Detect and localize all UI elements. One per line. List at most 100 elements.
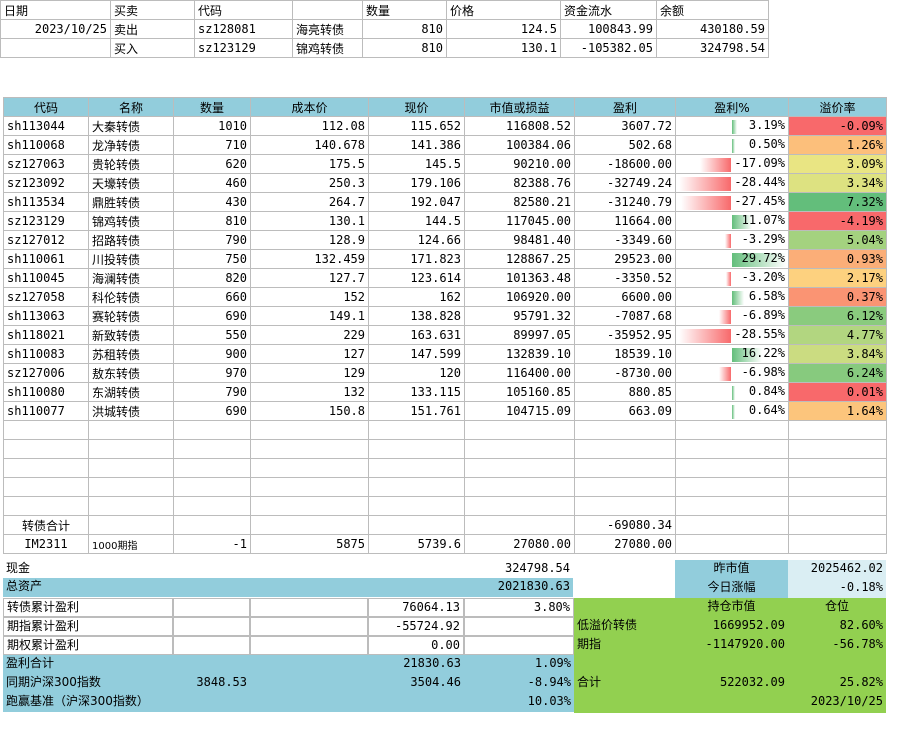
holding-price: 171.823 [368, 249, 465, 269]
col-date: 日期 [0, 0, 111, 20]
prev-value: 2025462.02 [788, 560, 886, 579]
holding-price: 133.115 [368, 382, 465, 402]
holding-profit-pct: 0.84% [748, 383, 785, 398]
holding-qty: 550 [173, 325, 251, 345]
holding-name: 苏租转债 [88, 344, 174, 364]
blank-cell [250, 515, 369, 535]
holding-profit-pct-cell: 29.72% [675, 249, 789, 269]
holding-premium: 1.64% [788, 401, 887, 421]
trade-header-row: 日期 买卖 代码 数量 价格 资金流水 余额 [0, 0, 769, 20]
holding-profit-pct-cell: -28.44% [675, 173, 789, 193]
holding-profit: 663.09 [574, 401, 676, 421]
holding-profit-pct-cell: -28.55% [675, 325, 789, 345]
hcol-cost: 成本价 [250, 97, 369, 117]
profit-total-pct: 1.09% [534, 656, 571, 670]
holding-value: 104715.09 [464, 401, 575, 421]
blank-cell [788, 439, 887, 459]
holding-cost: 130.1 [250, 211, 369, 231]
holding-premium: 0.01% [788, 382, 887, 402]
holding-profit-pct: -6.98% [741, 364, 785, 379]
holding-name: 川投转债 [88, 249, 174, 269]
bond-profit-spacer [250, 598, 368, 617]
holding-profit-pct: -6.89% [741, 307, 785, 322]
futures-value: -1147920.00 [705, 637, 785, 651]
holding-qty: 430 [173, 192, 251, 212]
holding-value: 98481.40 [464, 230, 575, 250]
hcol-qty: 数量 [173, 97, 251, 117]
fut-profit-label: 期指累计盈利 [3, 617, 173, 636]
holding-profit-pct: 3.19% [748, 117, 785, 132]
holding-value: 82388.76 [464, 173, 575, 193]
holding-qty: 710 [173, 135, 251, 155]
bond-total-label: 转债合计 [3, 515, 89, 535]
blank-cell [464, 458, 575, 478]
holding-premium: 3.34% [788, 173, 887, 193]
total-assets-value: 2021830.63 [497, 579, 570, 593]
holding-code: sz127006 [3, 363, 89, 383]
holding-profit-pct: -28.55% [734, 326, 785, 341]
holding-premium: 3.84% [788, 344, 887, 364]
profit-pct-bar [731, 119, 738, 134]
trade-qty: 810 [362, 38, 447, 58]
blank-cell [368, 477, 465, 497]
blank-cell [788, 496, 887, 516]
holding-price: 163.631 [368, 325, 465, 345]
holding-premium: 3.09% [788, 154, 887, 174]
holding-profit-pct-cell: -27.45% [675, 192, 789, 212]
holding-profit-pct: 0.50% [748, 136, 785, 151]
holding-name: 洪城转债 [88, 401, 174, 421]
profit-pct-bar [731, 347, 762, 362]
blank-cell [88, 496, 174, 516]
profit-pct-bar [731, 138, 735, 153]
holding-premium: 4.77% [788, 325, 887, 345]
total-pos: 25.82% [839, 675, 883, 689]
profit-pct-bar [718, 309, 732, 324]
col-balance: 余额 [656, 0, 769, 20]
holding-name: 新致转债 [88, 325, 174, 345]
holding-price: 141.386 [368, 135, 465, 155]
holding-value: 116808.52 [464, 116, 575, 136]
holding-name: 科伦转债 [88, 287, 174, 307]
col-qty: 数量 [362, 0, 447, 20]
blank-cell [788, 420, 887, 440]
blank-cell [788, 515, 887, 535]
bond-total-profit: -69080.34 [574, 515, 676, 535]
opt-profit-spacer [250, 636, 368, 655]
blank-row [3, 496, 887, 516]
holding-profit-pct-cell: -17.09% [675, 154, 789, 174]
holding-value: 90210.00 [464, 154, 575, 174]
holding-profit-pct-cell: 11.07% [675, 211, 789, 231]
holding-price: 124.66 [368, 230, 465, 250]
holding-row: sh110077 洪城转债 690 150.8 151.761 104715.09 663.… [3, 401, 887, 421]
holding-profit-pct: -3.20% [741, 269, 785, 284]
holding-code: sh110080 [3, 382, 89, 402]
holding-code: sh110045 [3, 268, 89, 288]
blank-cell [788, 458, 887, 478]
blank-cell [173, 420, 251, 440]
holding-value: 116400.00 [464, 363, 575, 383]
col-name [292, 0, 363, 20]
holding-profit-pct-cell: 0.84% [675, 382, 789, 402]
holding-code: sh113534 [3, 192, 89, 212]
opt-profit-spacer [173, 636, 250, 655]
holdings-header-row: 代码 名称 数量 成本价 现价 市值或损益 盈利 盈利% 溢价率 [3, 97, 887, 117]
futures-value: 27080.00 [464, 534, 575, 554]
fut-profit-spacer [464, 617, 574, 636]
holding-profit-pct-cell: 0.50% [675, 135, 789, 155]
holding-profit-pct: 6.58% [748, 288, 785, 303]
holding-name: 锦鸡转债 [88, 211, 174, 231]
blank-cell [3, 496, 89, 516]
blank-cell [3, 477, 89, 497]
low-premium-label: 低溢价转债 [577, 618, 638, 632]
holding-profit-pct: -3.29% [741, 231, 785, 246]
holding-profit-pct: -28.44% [734, 174, 785, 189]
holding-name: 龙净转债 [88, 135, 174, 155]
blank-cell [368, 420, 465, 440]
holding-profit: -3349.60 [574, 230, 676, 250]
holding-premium: 0.93% [788, 249, 887, 269]
holding-row: sz127006 敖东转债 970 129 120 116400.00 -8730.00 -6… [3, 363, 887, 383]
trade-date [0, 38, 111, 58]
trade-flow: 100843.99 [560, 19, 657, 39]
trade-row: 2023/10/25 卖出 sz128081 海亮转债 810 124.5 10… [0, 19, 769, 39]
bond-total-row: 转债合计 -69080.34 [3, 515, 887, 535]
